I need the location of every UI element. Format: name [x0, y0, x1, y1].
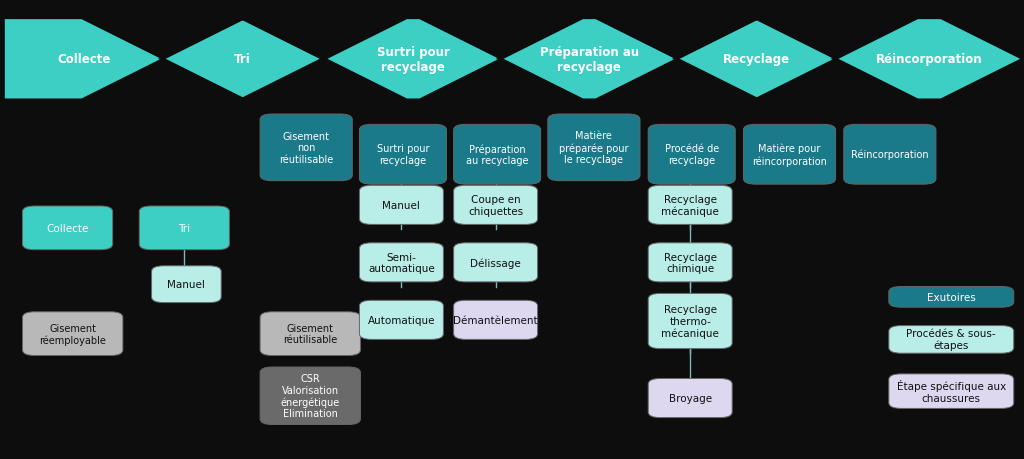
Text: Exutoires: Exutoires: [927, 292, 976, 302]
FancyBboxPatch shape: [648, 186, 732, 225]
FancyBboxPatch shape: [648, 294, 732, 349]
Text: Surtri pour
recyclage: Surtri pour recyclage: [377, 144, 429, 166]
Text: Surtri pour
recyclage: Surtri pour recyclage: [377, 46, 450, 73]
Text: Recyclage: Recyclage: [723, 53, 791, 66]
Text: Gisement
non
réutilisable: Gisement non réutilisable: [280, 131, 333, 165]
Text: Tri: Tri: [178, 224, 190, 233]
Text: Matière pour
réincorporation: Matière pour réincorporation: [752, 144, 827, 166]
FancyBboxPatch shape: [359, 125, 446, 185]
FancyBboxPatch shape: [359, 243, 443, 282]
FancyBboxPatch shape: [889, 374, 1014, 409]
Text: Semi-
automatique: Semi- automatique: [368, 252, 435, 274]
Text: Manuel: Manuel: [383, 201, 420, 210]
Text: Tri: Tri: [234, 53, 251, 66]
Text: Manuel: Manuel: [168, 280, 205, 290]
Text: Réincorporation: Réincorporation: [876, 53, 983, 66]
FancyBboxPatch shape: [889, 287, 1014, 308]
Polygon shape: [3, 18, 165, 101]
FancyBboxPatch shape: [139, 207, 229, 250]
Text: Procédés & sous-
étapes: Procédés & sous- étapes: [906, 329, 996, 351]
Text: Préparation
au recyclage: Préparation au recyclage: [466, 144, 528, 166]
FancyBboxPatch shape: [743, 125, 836, 185]
FancyBboxPatch shape: [648, 125, 735, 185]
FancyBboxPatch shape: [260, 367, 360, 425]
FancyBboxPatch shape: [648, 379, 732, 418]
FancyBboxPatch shape: [548, 115, 640, 181]
Text: Réincorporation: Réincorporation: [851, 150, 929, 160]
FancyBboxPatch shape: [359, 301, 443, 340]
Text: Gisement
réemployable: Gisement réemployable: [39, 323, 106, 345]
Polygon shape: [162, 18, 324, 101]
Polygon shape: [676, 18, 838, 101]
FancyBboxPatch shape: [454, 186, 538, 225]
Text: Délissage: Délissage: [470, 257, 521, 268]
Polygon shape: [500, 18, 679, 101]
FancyBboxPatch shape: [454, 243, 538, 282]
Text: Broyage: Broyage: [669, 393, 712, 403]
FancyBboxPatch shape: [889, 326, 1014, 353]
FancyBboxPatch shape: [152, 266, 221, 303]
FancyBboxPatch shape: [260, 115, 352, 181]
FancyBboxPatch shape: [454, 301, 538, 340]
Polygon shape: [324, 18, 503, 101]
FancyBboxPatch shape: [23, 312, 123, 356]
Text: Collecte: Collecte: [46, 224, 89, 233]
Text: Préparation au
recyclage: Préparation au recyclage: [540, 46, 639, 73]
FancyBboxPatch shape: [648, 243, 732, 282]
Text: Recyclage
thermo-
mécanique: Recyclage thermo- mécanique: [662, 304, 719, 338]
FancyBboxPatch shape: [23, 207, 113, 250]
Text: Procédé de
recyclage: Procédé de recyclage: [665, 144, 719, 166]
FancyBboxPatch shape: [454, 125, 541, 185]
Text: Matière
préparée pour
le recyclage: Matière préparée pour le recyclage: [559, 131, 629, 165]
FancyBboxPatch shape: [844, 125, 936, 185]
Text: Recyclage
mécanique: Recyclage mécanique: [662, 194, 719, 217]
Text: CSR
Valorisation
énergétique
Elimination: CSR Valorisation énergétique Elimination: [281, 373, 340, 419]
FancyBboxPatch shape: [260, 312, 360, 356]
Text: Étape spécifique aux
chaussures: Étape spécifique aux chaussures: [897, 380, 1006, 403]
Polygon shape: [835, 18, 1024, 101]
Text: Coupe en
chiquettes: Coupe en chiquettes: [468, 195, 523, 216]
FancyBboxPatch shape: [359, 186, 443, 225]
Text: Recyclage
chimique: Recyclage chimique: [664, 252, 717, 274]
Text: Automatique: Automatique: [368, 315, 435, 325]
Text: Gisement
réutilisable: Gisement réutilisable: [284, 323, 337, 345]
Text: Démantèlement: Démantèlement: [454, 315, 538, 325]
Text: Collecte: Collecte: [57, 53, 111, 66]
